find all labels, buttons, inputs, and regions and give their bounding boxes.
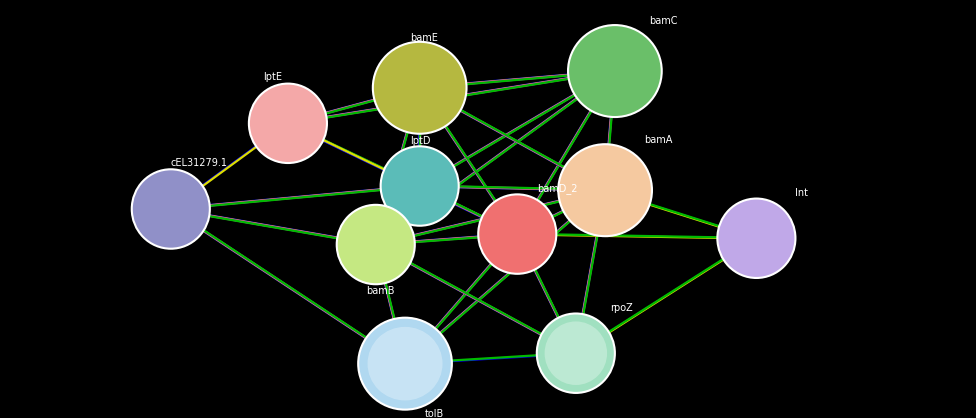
- Ellipse shape: [381, 146, 459, 226]
- Ellipse shape: [373, 42, 467, 134]
- Ellipse shape: [568, 25, 662, 117]
- Text: rpoZ: rpoZ: [610, 303, 632, 313]
- Ellipse shape: [249, 84, 327, 163]
- Text: bamA: bamA: [644, 135, 672, 145]
- Text: lptE: lptE: [264, 72, 282, 82]
- Text: tolB: tolB: [425, 409, 444, 418]
- Ellipse shape: [545, 321, 607, 385]
- Text: Int: Int: [795, 188, 808, 198]
- Text: bamC: bamC: [649, 16, 677, 26]
- Ellipse shape: [537, 314, 615, 393]
- Ellipse shape: [358, 318, 452, 410]
- Ellipse shape: [558, 144, 652, 236]
- Ellipse shape: [368, 327, 442, 400]
- Text: bamD_2: bamD_2: [537, 184, 577, 194]
- Text: bamB: bamB: [366, 285, 394, 296]
- Text: cEL31279.1: cEL31279.1: [171, 158, 227, 168]
- Text: lptD: lptD: [410, 136, 430, 146]
- Ellipse shape: [478, 194, 556, 274]
- Ellipse shape: [337, 205, 415, 284]
- Ellipse shape: [132, 169, 210, 249]
- Text: bamE: bamE: [410, 33, 438, 43]
- Ellipse shape: [717, 199, 795, 278]
